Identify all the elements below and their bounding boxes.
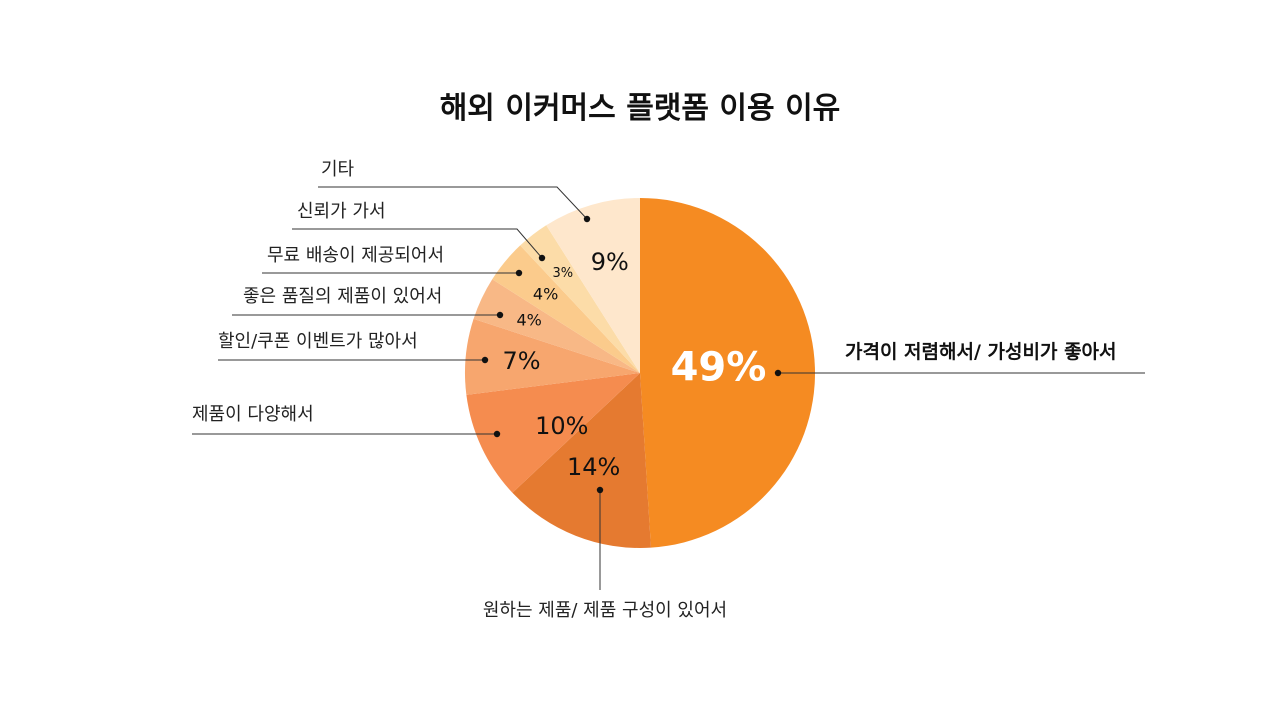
leader-line-7 — [292, 228, 543, 259]
pie-value-label-4: 7% — [502, 347, 540, 375]
leader-dot-1 — [774, 369, 782, 377]
category-label-7: 신뢰가 가서 — [297, 201, 386, 222]
leader-dot-2 — [596, 486, 604, 494]
pie-value-label-5: 4% — [516, 310, 541, 329]
pie-value-label-7: 3% — [552, 266, 573, 281]
leader-dot-6 — [515, 269, 523, 277]
category-label-6: 무료 배송이 제공되어서 — [267, 245, 444, 266]
pie-slice-4 — [465, 318, 640, 395]
leader-dot-3 — [493, 430, 501, 438]
leader-dot-8 — [583, 215, 591, 223]
category-label-3: 제품이 다양해서 — [192, 404, 314, 425]
category-label-5: 좋은 품질의 제품이 있어서 — [243, 286, 442, 307]
category-label-8: 기타 — [321, 159, 355, 180]
pie-slice-8 — [546, 198, 640, 373]
leader-line-8 — [318, 186, 588, 220]
leader-dot-5 — [496, 311, 504, 319]
pie-value-labels: 49% 14% 10% 7% 4% 4% 3% 9% — [502, 248, 766, 481]
pie-value-label-6: 4% — [533, 284, 558, 303]
pie-value-label-3: 10% — [535, 412, 588, 440]
category-label-1: 가격이 저렴해서/ 가성비가 좋아서 — [845, 341, 1117, 363]
category-label-2: 원하는 제품/ 제품 구성이 있어서 — [483, 600, 727, 621]
chart-title: 해외 이커머스 플랫폼 이용 이유 — [440, 91, 841, 126]
pie-leader-lines — [192, 186, 1145, 590]
pie-slice-7 — [520, 225, 640, 373]
pie-slice-5 — [473, 279, 640, 373]
pie-slices — [465, 198, 815, 548]
pie-value-label-8: 9% — [591, 248, 629, 276]
leader-dot-4 — [481, 356, 489, 364]
pie-slice-3 — [466, 373, 640, 493]
category-label-4: 할인/쿠폰 이벤트가 많아서 — [218, 331, 418, 352]
pie-slice-1 — [640, 198, 815, 548]
pie-slice-2 — [512, 373, 651, 548]
pie-slice-6 — [492, 245, 640, 373]
pie-value-label-1: 49% — [671, 345, 767, 391]
pie-value-label-2: 14% — [567, 453, 620, 481]
leader-dot-7 — [538, 254, 546, 262]
